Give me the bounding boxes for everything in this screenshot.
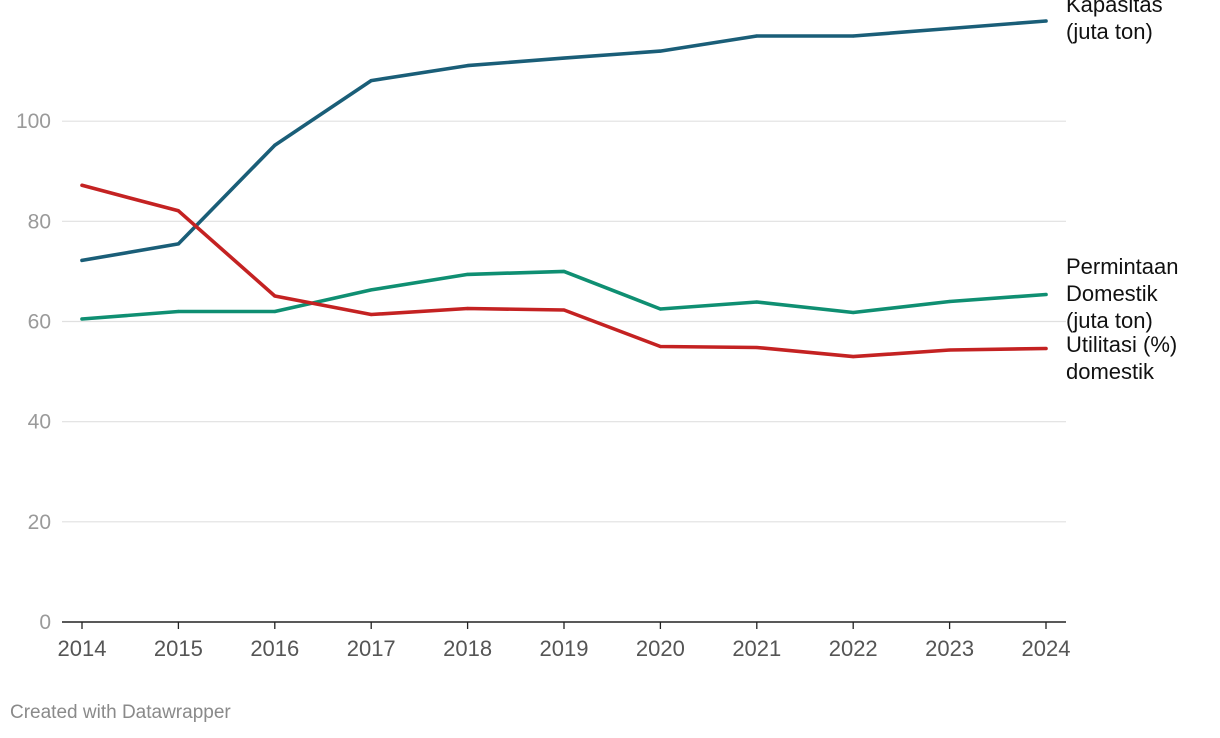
x-axis-tick-marks: [81, 622, 1047, 629]
data-point: [851, 310, 855, 315]
x-tick-label: 2021: [732, 636, 781, 661]
series-label-line: Kapasitas: [1066, 0, 1163, 17]
data-point: [80, 258, 84, 262]
data-point: [948, 348, 952, 352]
x-tick-label: 2023: [925, 636, 974, 661]
data-point: [562, 269, 566, 274]
y-tick-label: 0: [39, 611, 51, 634]
datawrapper-credit: Created with Datawrapper: [10, 702, 231, 723]
data-point: [80, 317, 84, 321]
x-tick-label: 2019: [540, 636, 589, 661]
y-tick-label: 40: [28, 411, 51, 434]
data-point: [273, 309, 277, 314]
data-point: [1044, 346, 1048, 351]
data-point: [851, 34, 855, 38]
x-tick-label: 2014: [58, 636, 107, 661]
y-tick-label: 80: [28, 210, 51, 233]
data-point: [80, 183, 84, 187]
series-label-line: Domestik: [1066, 281, 1159, 306]
data-point: [1044, 19, 1048, 23]
y-tick-label: 100: [16, 110, 51, 133]
data-point: [466, 63, 470, 68]
data-point: [948, 26, 952, 31]
gridlines: [62, 120, 1066, 523]
series-labels: Kapasitas(juta ton)PermintaanDomestik(ju…: [1066, 0, 1179, 384]
x-tick-label: 2018: [443, 636, 492, 661]
data-point: [466, 306, 470, 311]
x-tick-label: 2017: [347, 636, 396, 661]
x-tick-label: 2022: [829, 636, 878, 661]
data-point: [369, 312, 373, 317]
data-point: [755, 345, 759, 350]
data-point: [369, 288, 373, 292]
data-point: [176, 242, 180, 246]
y-tick-label: 20: [28, 511, 51, 534]
x-axis-ticks: 2014 2015 2016 2017 2018 2019 2020 2021 2022 2023…: [58, 636, 1071, 661]
data-point: [562, 308, 566, 312]
y-tick-label: 60: [28, 311, 51, 334]
series-label-line: (juta ton): [1066, 308, 1153, 333]
x-tick-label: 2020: [636, 636, 685, 661]
data-point: [176, 309, 180, 314]
series-label-line: (juta ton): [1066, 19, 1153, 44]
data-point: [176, 209, 180, 213]
data-point: [658, 344, 663, 349]
data-point: [755, 300, 759, 304]
series-label-line: Permintaan: [1066, 254, 1179, 279]
y-axis-ticks: 0 20 40 60 80 100: [16, 110, 51, 634]
data-point: [755, 34, 759, 38]
data-point: [851, 354, 855, 359]
x-tick-label: 2016: [250, 636, 299, 661]
series-lines: [80, 19, 1048, 359]
series-label-line: domestik: [1066, 359, 1155, 384]
data-point: [562, 56, 566, 60]
data-point: [948, 299, 952, 304]
data-point: [658, 307, 663, 311]
x-tick-label: 2015: [154, 636, 203, 661]
x-tick-label: 2024: [1022, 636, 1071, 661]
data-point: [273, 143, 277, 147]
data-point: [1044, 292, 1048, 297]
data-point: [369, 78, 373, 83]
data-point: [273, 294, 277, 298]
series-label-line: Utilitasi (%): [1066, 332, 1177, 357]
data-point: [658, 49, 663, 53]
data-point: [466, 272, 470, 277]
